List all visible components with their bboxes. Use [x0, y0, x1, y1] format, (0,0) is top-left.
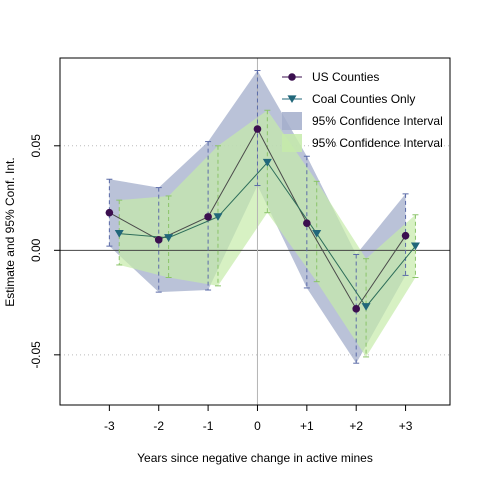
data-point-1: [253, 125, 262, 133]
legend-label-2: Coal Counties Only: [312, 92, 415, 106]
data-point-1: [154, 236, 163, 244]
data-point-2: [164, 234, 174, 242]
legend-marker-1: [288, 73, 296, 81]
data-point-1: [204, 213, 212, 221]
legend-label-1: US Counties: [312, 70, 379, 84]
x-tick-label: -3: [104, 419, 115, 433]
legend-swatch-2: [282, 134, 302, 152]
data-point-2: [213, 213, 223, 221]
legend-marker-2: [287, 95, 297, 104]
data-point-1: [401, 231, 410, 240]
legend-swatch-1: [282, 112, 302, 130]
data-point-2: [312, 229, 322, 238]
data-point-2: [410, 242, 420, 251]
x-tick-label: -2: [153, 419, 164, 433]
y-tick-label: 0.05: [29, 134, 43, 158]
y-axis-label: Estimate and 95% Conf. Int.: [3, 157, 17, 306]
x-tick-label: 0: [254, 419, 261, 433]
data-point-1: [303, 219, 311, 227]
legend-label-3: 95% Confidence Interval: [312, 114, 443, 128]
x-tick-label: -1: [203, 419, 214, 433]
data-point-2: [114, 229, 124, 238]
gridlines: [60, 145, 450, 356]
data-point-1: [105, 208, 114, 217]
y-axis: -0.05 0.00 0.05: [29, 134, 61, 369]
ci-band-2: [119, 110, 416, 357]
y-tick-label: -0.05: [29, 341, 43, 369]
series-points: [105, 125, 420, 313]
x-tick-label: +1: [300, 419, 314, 433]
x-tick-label: +2: [349, 419, 363, 433]
x-axis-label: Years since negative change in active mi…: [137, 451, 373, 465]
legend: US Counties Coal Counties Only 95% Confide…: [282, 70, 443, 152]
data-point-2: [262, 158, 272, 167]
data-point-2: [361, 303, 371, 311]
y-tick-label: 0.00: [29, 238, 43, 262]
confidence-bands: [109, 70, 416, 364]
x-tick-label: +3: [399, 419, 413, 433]
data-point-1: [352, 305, 361, 313]
legend-label-4: 95% Confidence Interval: [312, 136, 443, 150]
x-axis: -3 -2 -1 0 +1 +2 +3: [104, 404, 413, 433]
